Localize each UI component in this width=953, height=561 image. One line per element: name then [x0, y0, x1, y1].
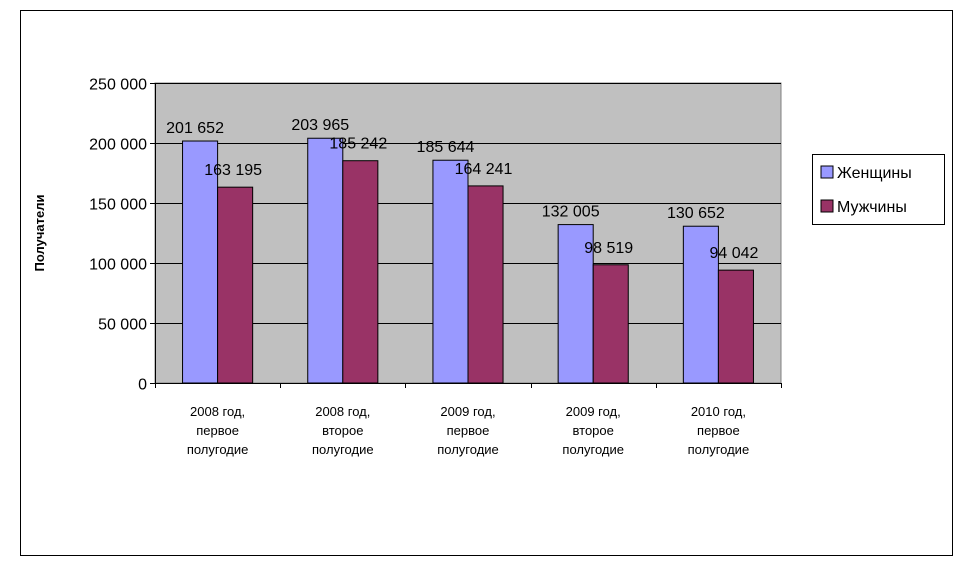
x-tick-label-line: полугодие — [187, 442, 249, 457]
data-label: 94 042 — [709, 245, 758, 262]
data-label: 132 005 — [542, 204, 600, 221]
data-labels: 201 652 163 195 203 965 185 242 185 644 164 2… — [166, 117, 758, 262]
x-tick-label: 2008 год, второе полугодие — [312, 404, 374, 457]
bar-men — [592, 264, 629, 384]
data-label: 163 195 — [204, 162, 262, 179]
bar-men — [467, 185, 504, 384]
legend-label-women: Женщины — [837, 165, 912, 182]
x-tick-label-line: полугодие — [312, 442, 374, 457]
x-tick-label-line: второе — [573, 423, 614, 438]
axes — [150, 83, 782, 388]
y-tick-label: 200 000 — [89, 137, 147, 154]
x-tick-label-line: полугодие — [562, 442, 624, 457]
y-tick-labels: 0 50 000 100 000 150 000 200 000 250 000 — [89, 77, 147, 394]
data-label: 201 652 — [166, 120, 224, 137]
y-tick-label: 150 000 — [89, 197, 147, 214]
x-tick-label-line: первое — [447, 423, 490, 438]
x-tick-label-line: 2008 год, — [190, 404, 245, 419]
x-tick-label-line: полугодие — [437, 442, 499, 457]
legend-box — [812, 154, 945, 225]
bar-men — [717, 269, 754, 384]
y-tick-label: 50 000 — [98, 317, 147, 334]
x-tick-label-line: 2010 год, — [691, 404, 746, 419]
data-label: 130 652 — [667, 205, 725, 222]
bars — [182, 137, 754, 384]
bar-women — [432, 159, 469, 384]
y-tick-label: 0 — [138, 377, 147, 394]
x-tick-label: 2009 год, второе полугодие — [562, 404, 624, 457]
x-tick-label-line: 2009 год, — [566, 404, 621, 419]
data-label: 185 242 — [329, 136, 387, 153]
bar-women — [182, 140, 219, 384]
y-tick-label: 100 000 — [89, 257, 147, 274]
data-label: 164 241 — [455, 161, 513, 178]
data-label: 185 644 — [417, 139, 475, 156]
x-tick-label-line: второе — [322, 423, 363, 438]
y-tick-label: 250 000 — [89, 77, 147, 94]
legend: Женщины Мужчины — [812, 154, 945, 225]
bar-men — [217, 186, 254, 384]
bar-women — [557, 224, 594, 384]
x-tick-label: 2008 год, первое полугодие — [187, 404, 249, 457]
x-tick-labels: 2008 год, первое полугодие 2008 год, второе п… — [187, 404, 749, 457]
x-tick-label-line: первое — [196, 423, 239, 438]
bar-women — [682, 225, 719, 384]
bar-men — [342, 160, 379, 384]
x-tick-label-line: первое — [697, 423, 740, 438]
legend-swatch-men — [820, 199, 834, 213]
data-label: 98 519 — [584, 240, 633, 257]
x-tick-label-line: полугодие — [688, 442, 750, 457]
x-tick-label-line: 2008 год, — [315, 404, 370, 419]
legend-swatch-women — [820, 165, 834, 179]
x-tick-label-line: 2009 год, — [440, 404, 495, 419]
legend-label-men: Мужчины — [837, 199, 907, 216]
data-label: 203 965 — [291, 117, 349, 134]
x-tick-label: 2009 год, первое полугодие — [437, 404, 499, 457]
bar-women — [307, 137, 344, 384]
x-tick-label: 2010 год, первое полугодие — [688, 404, 750, 457]
y-axis-label: Получатели — [32, 195, 47, 272]
